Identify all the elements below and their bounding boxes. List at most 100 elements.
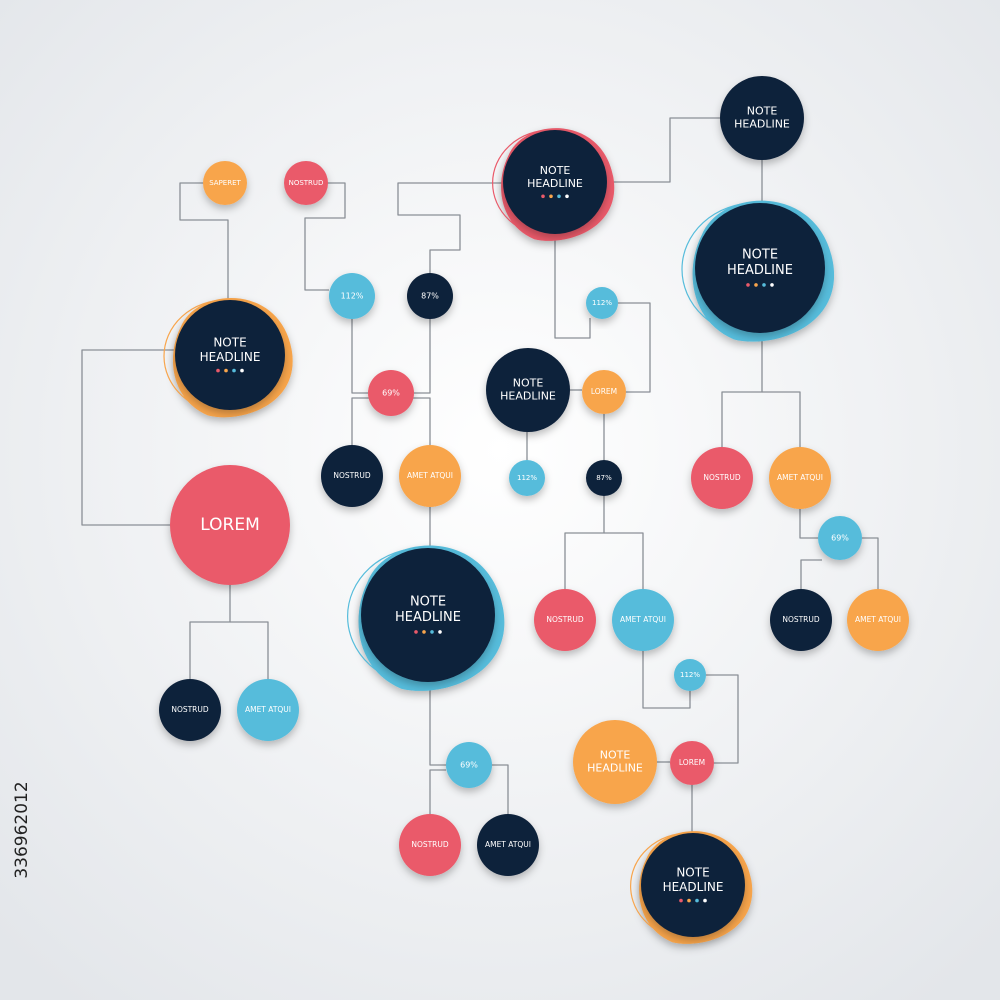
node-label: NOTE [540, 164, 571, 177]
connector [642, 651, 691, 709]
node-circle [368, 370, 414, 416]
node-dot [746, 283, 750, 287]
node-dot [541, 194, 545, 199]
node-label: NOSTRUD [703, 473, 741, 482]
node-label: NOSTRUD [782, 615, 820, 624]
node-dot [430, 630, 434, 634]
node-circle [237, 679, 299, 741]
node-dot [422, 630, 426, 634]
node-label: LOREM [200, 515, 259, 535]
node-label: HEADLINE [734, 118, 790, 131]
node-circle [486, 348, 570, 432]
node-circle [691, 447, 753, 509]
node-circle [818, 516, 862, 560]
node-label: LOREM [679, 758, 705, 767]
node-label: 87% [596, 474, 612, 482]
node-circle [586, 460, 622, 496]
node-circle [399, 814, 461, 876]
connector [429, 682, 446, 766]
node-label: 69% [831, 534, 849, 543]
node-label: HEADLINE [587, 762, 643, 775]
node-circle [674, 659, 706, 691]
node: NOSTRUD [691, 447, 753, 509]
node-label: 69% [460, 761, 478, 770]
connector [492, 764, 509, 814]
node: 112% [509, 460, 545, 496]
connector [706, 674, 739, 764]
node-label: NOTE [600, 748, 631, 761]
node-label: HEADLINE [727, 263, 793, 278]
node-label: 112% [341, 292, 364, 301]
node-circle [695, 203, 825, 333]
node-label: HEADLINE [200, 350, 261, 364]
node-circle [399, 445, 461, 507]
watermark: 336962012 [12, 781, 32, 878]
node-label: NOSTRUD [289, 179, 324, 187]
node-dot [687, 898, 691, 903]
node: NOSTRUD [321, 445, 383, 507]
node-dot [240, 368, 244, 373]
node-label: AMET ATQUI [245, 705, 291, 714]
node-circle [477, 814, 539, 876]
node-dot [438, 630, 442, 634]
node: NOSTRUD [399, 814, 461, 876]
node-label: LOREM [591, 387, 617, 396]
node: 87% [586, 460, 622, 496]
node: 69% [818, 516, 862, 560]
node-circle [203, 161, 247, 205]
connector [414, 319, 431, 394]
node-dot [232, 368, 236, 373]
connector [721, 333, 763, 447]
connector [304, 182, 346, 291]
node-label: SAPERET [209, 179, 241, 187]
node-label: 112% [680, 671, 700, 679]
connector [607, 117, 720, 183]
node: 69% [446, 742, 492, 788]
node: 112% [586, 287, 618, 319]
node-circle [770, 589, 832, 651]
node-outline [681, 202, 829, 337]
connector [604, 532, 644, 589]
node-label: NOTE [213, 336, 246, 350]
node-label: 112% [592, 299, 612, 307]
node-label: NOTE [676, 866, 709, 880]
node: NOSTRUD [159, 679, 221, 741]
node-label: AMET ATQUI [777, 473, 823, 482]
node-circle [769, 447, 831, 509]
node-outline [492, 129, 610, 237]
node-dot [679, 898, 683, 903]
node-label: NOSTRUD [171, 705, 209, 714]
node-outline [163, 299, 288, 413]
node-label: NOSTRUD [546, 615, 584, 624]
node-dot [549, 194, 553, 199]
node-label: 69% [382, 389, 400, 398]
node-label: HEADLINE [663, 880, 724, 894]
node-dot [703, 898, 707, 903]
node-dot [695, 898, 699, 903]
node-label: AMET ATQUI [407, 471, 453, 480]
node: AMET ATQUI [237, 679, 299, 741]
node-label: NOTE [747, 104, 778, 117]
node-circle [329, 273, 375, 319]
node: AMET ATQUI [612, 589, 674, 651]
node-circle [586, 287, 618, 319]
node-label: AMET ATQUI [620, 615, 666, 624]
node-dot [754, 283, 758, 287]
connector [618, 302, 651, 393]
node-label: NOTE [513, 376, 544, 389]
node: LOREM [670, 741, 714, 785]
connector [799, 509, 818, 539]
node-label: AMET ATQUI [855, 615, 901, 624]
connector [230, 621, 269, 679]
node-label: NOTE [742, 248, 778, 263]
node-circle [720, 76, 804, 160]
node-circle [284, 161, 328, 205]
node-circle [175, 300, 285, 410]
